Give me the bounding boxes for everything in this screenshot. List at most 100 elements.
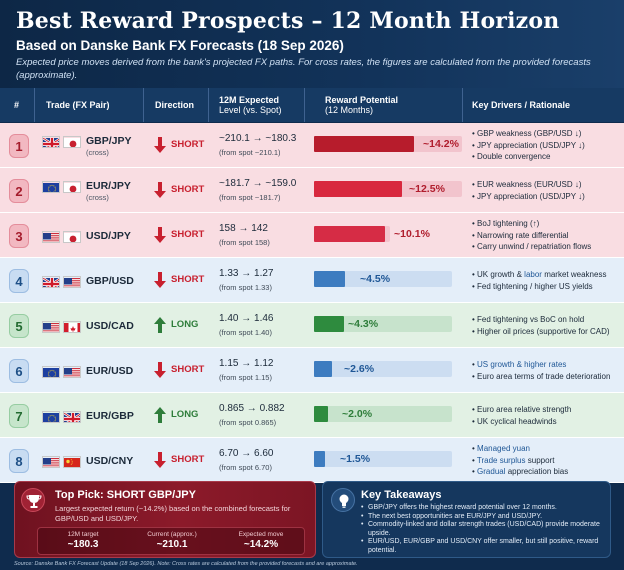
reward-bar <box>314 406 328 422</box>
direction-label: SHORT <box>171 274 205 285</box>
flag-icon <box>63 231 81 243</box>
reward-value: ~2.6% <box>344 363 375 375</box>
spot-reference: (from spot 0.865) <box>219 418 277 427</box>
table-row: 2 EUR/JPY (cross) SHORT ~181.7 → ~159.0 … <box>0 168 624 213</box>
col-direction: Direction <box>155 100 195 110</box>
expected-level: 1.40 → 1.46 <box>219 313 274 324</box>
table-row: 4 GBP/USD SHORT 1.33 → 1.27 (from spot 1… <box>0 258 624 303</box>
direction-label: SHORT <box>171 229 205 240</box>
flag-icon <box>63 181 81 193</box>
fx-pair: GBP/USD <box>86 275 134 287</box>
arrow-up-icon <box>154 407 166 423</box>
reward-value: ~4.5% <box>360 273 391 285</box>
direction-label: SHORT <box>171 364 205 375</box>
stat-move-label: Expected move <box>238 531 284 538</box>
page-subtitle: Based on Danske Bank FX Forecasts (18 Se… <box>16 38 344 53</box>
col-level-line1: 12M Expected <box>219 95 280 105</box>
flag-icon <box>63 411 81 423</box>
reward-bar-track <box>314 316 452 332</box>
top-pick-title: Top Pick: SHORT GBP/JPY <box>55 489 196 501</box>
driver-item: • US growth & higher rates <box>472 360 567 369</box>
flag-icon <box>42 276 60 288</box>
drivers-list: • Fed tightening vs BoC on hold • Higher … <box>472 314 610 337</box>
top-pick-stats: 12M target ~180.3 Current (approx.) ~210… <box>37 527 305 555</box>
reward-bar <box>314 361 332 377</box>
flag-icon <box>42 456 60 468</box>
table-row: 7 EUR/GBP LONG 0.865 → 0.882 (from spot … <box>0 393 624 438</box>
expected-level: ~210.1 → ~180.3 <box>219 133 297 144</box>
fx-pair: GBP/JPY <box>86 135 132 147</box>
lightbulb-icon <box>331 488 355 512</box>
stat-target-label: 12M target <box>67 531 99 538</box>
fx-pair: EUR/JPY <box>86 180 131 192</box>
direction-label: LONG <box>171 319 199 330</box>
row-number-badge: 8 <box>9 449 29 473</box>
stat-current-value: ~210.1 <box>156 539 188 550</box>
arrow-down-icon <box>154 137 166 153</box>
spot-reference: (from spot 1.15) <box>219 373 272 382</box>
stat-current: Current (approx.) ~210.1 <box>137 531 207 550</box>
drivers-list: • UK growth & labor market weakness • Fed… <box>472 269 606 292</box>
fx-pair: USD/JPY <box>86 230 131 242</box>
col-number: # <box>14 100 20 110</box>
fx-pair: EUR/GBP <box>86 410 134 422</box>
takeaway-item: • Commodity-linked and dollar strength tr… <box>361 521 600 537</box>
col-reward-line1: Reward Potential <box>325 95 399 105</box>
top-pick-panel: Top Pick: SHORT GBP/JPY Largest expected… <box>14 481 316 558</box>
table-row: 5 USD/CAD LONG 1.40 → 1.46 (from spot 1.… <box>0 303 624 348</box>
driver-item: • Carry unwind / repatriation flows <box>472 242 592 251</box>
row-number-badge: 6 <box>9 359 29 383</box>
drivers-list: • BoJ tightening (↑) • Narrowing rate dif… <box>472 218 591 253</box>
col-level: 12M Expected Level (vs. Spot) <box>219 88 282 122</box>
flag-icon <box>63 321 81 333</box>
takeaway-item: • GBP/JPY offers the highest reward poten… <box>361 504 557 511</box>
spot-reference: (from spot ~210.1) <box>219 148 281 157</box>
spot-reference: (from spot 158) <box>219 238 270 247</box>
driver-item: • Gradual appreciation bias <box>472 467 569 476</box>
driver-item: • UK cyclical headwinds <box>472 416 557 426</box>
drivers-list: • GBP weakness (GBP/USD ↓) • JPY apprecia… <box>472 128 585 163</box>
reward-bar <box>314 181 402 197</box>
takeaway-item: • The next best opportunities are EUR/JPY… <box>361 512 543 520</box>
reward-bar <box>314 271 345 287</box>
col-trade: Trade (FX Pair) <box>46 100 110 110</box>
driver-item: • Trade surplus support <box>472 455 555 465</box>
col-reward: Reward Potential (12 Months) <box>325 88 398 122</box>
drivers-list: • Euro area relative strength • UK cyclic… <box>472 404 571 427</box>
col-level-line2: Level (vs. Spot) <box>219 105 282 115</box>
fx-pair: USD/CAD <box>86 320 134 332</box>
expected-level: 1.33 → 1.27 <box>219 268 274 279</box>
driver-item: • Managed yuan <box>472 444 530 453</box>
driver-item: • Fed tightening / higher US yields <box>472 281 593 291</box>
spot-reference: (from spot 1.33) <box>219 283 272 292</box>
driver-item: • Higher oil prices (supportive for CAD) <box>472 326 610 336</box>
reward-bar-track <box>314 406 452 422</box>
reward-bar-track <box>314 361 452 377</box>
drivers-list: • Managed yuan • Trade surplus support • G… <box>472 443 568 478</box>
source-footer: Source: Danske Bank FX Forecast Update (… <box>14 561 358 567</box>
driver-item: • JPY appreciation (USD/JPY ↓) <box>472 191 585 201</box>
driver-item: • BoJ tightening (↑) <box>472 219 540 228</box>
reward-value: ~4.3% <box>348 318 379 330</box>
reward-bar-track <box>314 271 452 287</box>
driver-item: • Narrowing rate differential <box>472 230 569 240</box>
driver-item: • EUR weakness (EUR/USD ↓) <box>472 180 582 189</box>
reward-value: ~2.0% <box>342 408 373 420</box>
expected-level: ~181.7 → ~159.0 <box>219 178 297 189</box>
arrow-down-icon <box>154 182 166 198</box>
reward-bar <box>314 226 385 242</box>
table-row: 8 USD/CNY SHORT 6.70 → 6.60 (from spot 6… <box>0 438 624 483</box>
driver-item: • Double convergence <box>472 152 551 161</box>
methodology-note: Expected price moves derived from the ba… <box>16 57 591 81</box>
expected-level: 6.70 → 6.60 <box>219 448 274 459</box>
reward-bar-track <box>314 451 452 467</box>
reward-value: ~10.1% <box>394 228 430 240</box>
fx-pair: EUR/USD <box>86 365 134 377</box>
arrow-down-icon <box>154 362 166 378</box>
arrow-up-icon <box>154 317 166 333</box>
table-header: # Trade (FX Pair) Direction 12M Expected… <box>0 88 624 122</box>
reward-bar <box>314 136 414 152</box>
fx-pair-note: (cross) <box>86 193 109 202</box>
driver-item: • GBP weakness (GBP/USD ↓) <box>472 129 582 138</box>
col-reward-line2: (12 Months) <box>325 105 374 115</box>
